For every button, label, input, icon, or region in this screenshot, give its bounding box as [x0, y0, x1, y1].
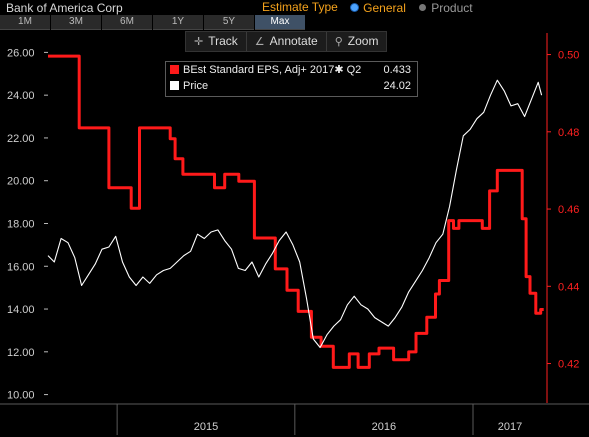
left-axis-tick-label: 22.00	[7, 133, 35, 145]
range-tab-5y[interactable]: 5Y	[204, 15, 254, 30]
right-axis-tick-label: 0.44	[558, 281, 579, 293]
range-tab-6m[interactable]: 6M	[102, 15, 152, 30]
left-axis-tick-label: 14.00	[7, 304, 35, 316]
time-range-tabs: 1M 3M 6M 1Y 5Y Max	[0, 15, 306, 30]
left-axis-tick-label: 10.00	[7, 390, 35, 402]
x-axis-year-label: 2016	[372, 421, 396, 433]
right-axis-tick-label: 0.48	[558, 127, 579, 139]
magnifier-icon: ⚲	[334, 36, 343, 48]
eps-series-line	[48, 54, 544, 369]
price-series-line	[47, 79, 543, 349]
legend-value-eps: 0.433	[383, 64, 411, 76]
estimate-option-product-label: Product	[431, 0, 473, 15]
right-axis-tick-label: 0.50	[558, 50, 579, 62]
legend-value-price: 24.02	[383, 80, 411, 92]
zoom-label: Zoom	[347, 34, 379, 48]
legend-row-price: Price 24.02	[166, 78, 417, 94]
estimate-option-general-label: General	[363, 0, 406, 15]
left-axis-tick-label: 12.00	[7, 347, 35, 359]
track-button[interactable]: ✛ Track	[186, 32, 247, 51]
x-axis-year-label: 2017	[498, 421, 522, 433]
left-axis-tick-label: 24.00	[7, 90, 35, 102]
track-label: Track	[208, 34, 238, 48]
estimate-option-general[interactable]: General	[351, 1, 406, 15]
legend-row-eps: BEst Standard EPS, Adj+ 2017✱ Q2 0.433	[166, 62, 417, 78]
estimate-option-product[interactable]: Product	[419, 0, 473, 15]
annotate-label: Annotate	[269, 34, 318, 48]
estimate-type-selector: Estimate Type General Product	[262, 0, 473, 15]
security-title: Bank of America Corp	[6, 1, 123, 15]
chart-toolbar: ✛ Track ∠ Annotate ⚲ Zoom	[185, 31, 388, 52]
left-axis-tick-label: 18.00	[7, 218, 35, 230]
range-tab-1y[interactable]: 1Y	[153, 15, 203, 30]
zoom-button[interactable]: ⚲ Zoom	[327, 32, 387, 51]
right-axis-tick-label: 0.46	[558, 204, 579, 216]
x-axis-year-label: 2015	[194, 421, 218, 433]
legend-label-eps: BEst Standard EPS, Adj+ 2017✱ Q2	[183, 64, 362, 76]
right-axis-tick-label: 0.42	[558, 359, 579, 371]
range-tab-3m[interactable]: 3M	[51, 15, 101, 30]
legend-swatch-eps	[170, 65, 179, 74]
range-tab-max[interactable]: Max	[255, 15, 305, 30]
range-tab-1m[interactable]: 1M	[0, 15, 50, 30]
left-axis-tick-label: 16.00	[7, 261, 35, 273]
radio-selected-icon	[351, 4, 359, 11]
left-axis-tick-label: 26.00	[7, 47, 35, 59]
estimate-type-label: Estimate Type	[262, 0, 338, 14]
legend-label-price: Price	[183, 80, 209, 92]
annotate-button[interactable]: ∠ Annotate	[247, 32, 327, 51]
pencil-icon: ∠	[254, 36, 265, 48]
crosshair-icon: ✛	[194, 36, 204, 48]
legend-swatch-price	[170, 81, 179, 90]
left-axis-tick-label: 20.00	[7, 176, 35, 188]
radio-unselected-icon	[419, 4, 427, 11]
chart-legend: BEst Standard EPS, Adj+ 2017✱ Q2 0.433 P…	[165, 61, 418, 97]
